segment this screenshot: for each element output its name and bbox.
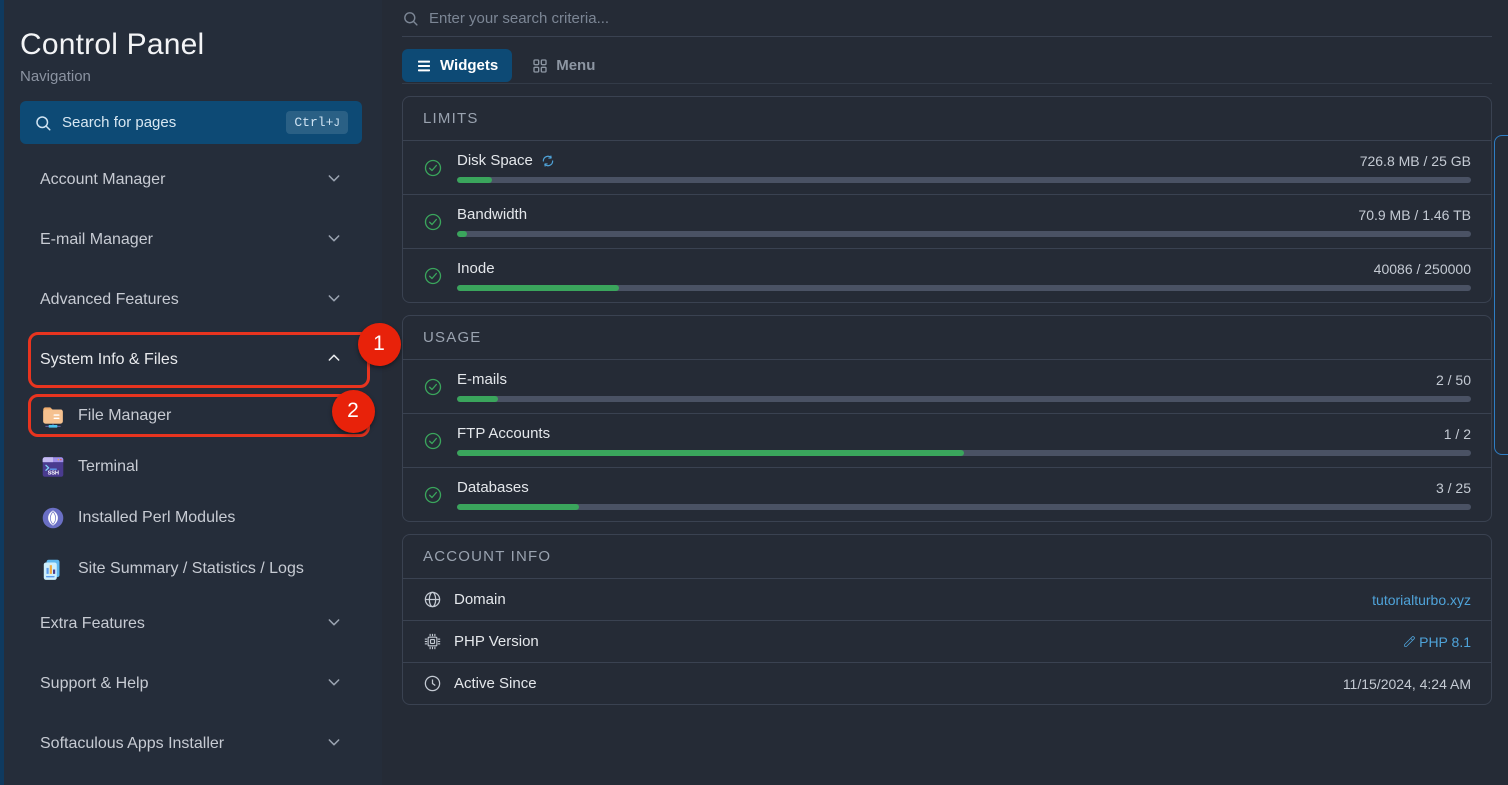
svg-text:SSH: SSH	[48, 470, 59, 476]
